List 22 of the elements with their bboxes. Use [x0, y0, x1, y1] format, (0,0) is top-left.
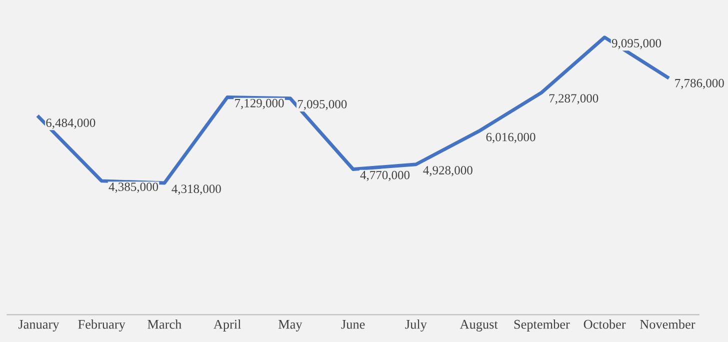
data-label: 4,318,000	[172, 184, 221, 195]
data-label: 6,016,000	[486, 132, 536, 144]
data-label: 4,770,000	[360, 170, 410, 182]
x-tick-label: January	[18, 320, 60, 332]
data-label: 7,786,000	[675, 78, 724, 90]
x-tick-label: April	[214, 320, 241, 332]
data-label: 7,095,000	[298, 100, 347, 110]
x-tick-label: May	[278, 320, 302, 332]
x-tick-label: August	[460, 320, 498, 332]
x-tick-label: October	[584, 320, 626, 329]
data-label: 9,095,000	[612, 38, 662, 50]
data-label: 4,928,000	[423, 166, 472, 176]
data-label: 7,287,000	[549, 94, 598, 104]
x-tick-label: November	[640, 320, 696, 329]
data-label: 4,385,000	[108, 182, 158, 193]
data-label: 7,129,000	[235, 98, 284, 110]
x-tick-label: September	[514, 320, 570, 332]
data-label: 6,484,000	[46, 118, 96, 129]
x-tick-label: July	[405, 320, 427, 332]
x-tick-label: February	[78, 320, 126, 332]
x-tick-label: March	[148, 320, 182, 329]
x-tick-label: June	[341, 320, 365, 329]
